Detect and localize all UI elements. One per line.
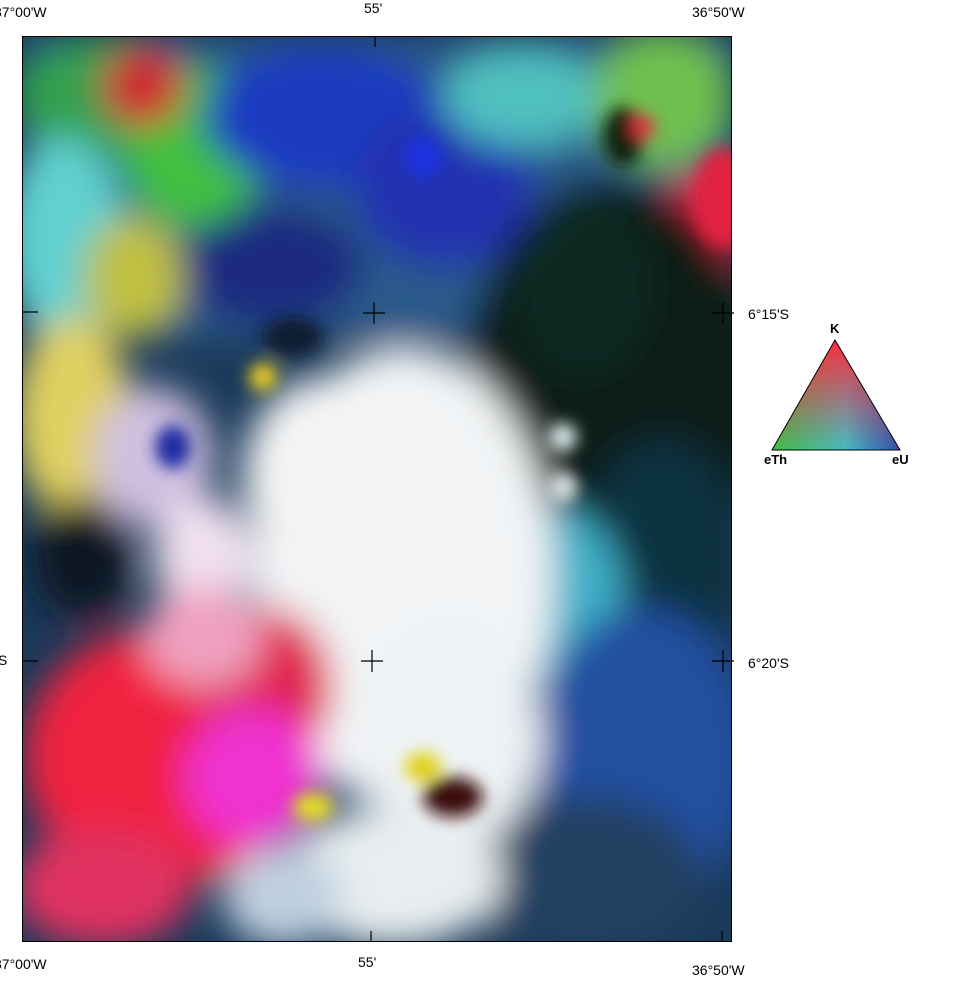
legend-label-eu: eU (892, 452, 909, 467)
right-label-lower: 6°20'S (748, 655, 789, 671)
ternary-legend: K eTh eU (764, 318, 918, 468)
right-label-upper: 6°15'S (748, 306, 789, 322)
top-label-right: 36°50'W (692, 4, 745, 20)
legend-label-k: K (830, 321, 840, 336)
top-label-left: 37°00'W (0, 4, 47, 20)
ternary-triangle (771, 339, 901, 451)
legend-label-eth: eTh (764, 452, 788, 467)
bottom-label-center: 55' (358, 954, 377, 970)
left-label-lower: S (0, 652, 8, 668)
bottom-label-left: 37°00'W (0, 956, 47, 972)
bottom-label-right: 36°50'W (692, 962, 745, 978)
top-label-center: 55' (364, 0, 383, 16)
ternary-radiometric-map[interactable] (22, 36, 732, 942)
map-image (23, 37, 731, 941)
